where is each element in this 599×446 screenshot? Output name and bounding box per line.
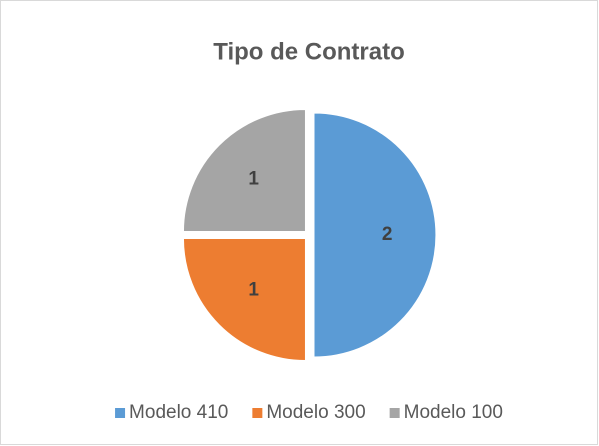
legend-swatch [115,408,126,418]
pie-slice [182,238,306,362]
data-label: 1 [248,169,259,190]
legend-label: Modelo 100 [404,402,503,423]
legend-swatch [389,408,400,418]
data-label: 2 [382,224,393,245]
legend-label: Modelo 410 [129,402,228,423]
chart-title: Tipo de Contrato [213,38,405,65]
data-label: 1 [248,279,259,300]
pie-slice [313,112,437,358]
pie-slice [182,108,306,232]
legend-label: Modelo 300 [266,402,365,423]
legend-swatch [252,408,263,418]
